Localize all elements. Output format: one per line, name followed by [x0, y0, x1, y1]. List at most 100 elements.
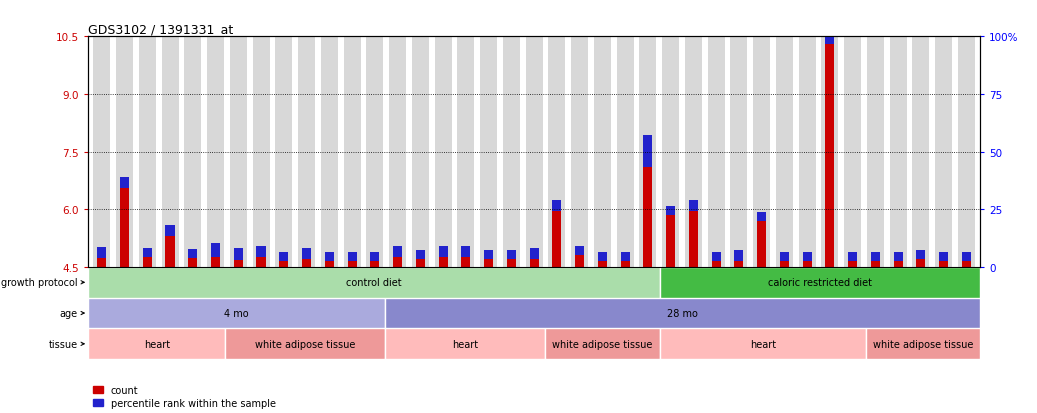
Bar	[684, 37, 702, 267]
Bar	[803, 261, 812, 267]
Bar	[97, 259, 107, 267]
Bar	[162, 37, 178, 267]
Bar	[780, 252, 789, 261]
Bar	[553, 211, 561, 267]
Bar	[302, 260, 311, 267]
Bar	[189, 249, 197, 259]
Bar	[370, 252, 380, 261]
Bar	[711, 252, 721, 261]
Text: heart: heart	[144, 339, 170, 349]
Bar	[660, 267, 980, 298]
Bar	[256, 258, 265, 267]
Bar	[757, 212, 766, 221]
Bar	[211, 258, 220, 267]
Bar	[917, 250, 925, 260]
Bar	[166, 225, 174, 237]
Bar	[189, 259, 197, 267]
Bar	[185, 37, 201, 267]
Bar	[776, 37, 793, 267]
Bar	[256, 246, 265, 258]
Bar	[225, 329, 386, 359]
Bar	[940, 252, 948, 261]
Bar	[961, 252, 971, 261]
Bar	[347, 261, 357, 267]
Bar	[320, 37, 338, 267]
Bar	[890, 37, 906, 267]
Bar	[961, 261, 971, 267]
Bar	[620, 261, 629, 267]
Bar	[821, 37, 838, 267]
Bar	[913, 37, 929, 267]
Bar	[139, 37, 156, 267]
Bar	[275, 37, 292, 267]
Bar	[571, 37, 588, 267]
Bar	[439, 258, 448, 267]
Bar	[594, 37, 611, 267]
Bar	[507, 250, 515, 260]
Bar	[894, 261, 902, 267]
Bar	[894, 252, 902, 261]
Bar	[549, 37, 565, 267]
Bar	[574, 247, 584, 256]
Bar	[211, 244, 220, 258]
Bar	[643, 135, 652, 168]
Bar	[867, 37, 884, 267]
Bar	[143, 249, 151, 258]
Text: white adipose tissue: white adipose tissue	[553, 339, 653, 349]
Bar	[386, 329, 545, 359]
Bar	[457, 37, 474, 267]
Bar	[484, 260, 494, 267]
Bar	[639, 37, 656, 267]
Bar	[597, 252, 607, 261]
Bar	[325, 252, 334, 261]
Bar	[88, 298, 386, 329]
Bar	[530, 248, 538, 260]
Bar	[707, 37, 725, 267]
Bar	[143, 258, 151, 267]
Bar	[233, 260, 243, 267]
Bar	[848, 252, 858, 261]
Bar	[439, 246, 448, 258]
Bar	[958, 37, 975, 267]
Bar	[848, 261, 858, 267]
Bar	[803, 252, 812, 261]
Bar	[88, 329, 225, 359]
Bar	[545, 329, 660, 359]
Bar	[366, 37, 384, 267]
Bar	[689, 211, 698, 267]
Bar	[484, 250, 494, 260]
Bar	[298, 37, 315, 267]
Bar	[386, 298, 980, 329]
Text: control diet: control diet	[346, 278, 401, 287]
Text: heart: heart	[452, 339, 478, 349]
Text: 28 mo: 28 mo	[667, 308, 698, 318]
Bar	[935, 37, 952, 267]
Text: white adipose tissue: white adipose tissue	[872, 339, 973, 349]
Bar	[412, 37, 429, 267]
Text: growth protocol: growth protocol	[1, 278, 78, 287]
Bar	[866, 329, 980, 359]
Text: caloric restricted diet: caloric restricted diet	[767, 278, 872, 287]
Bar	[730, 37, 748, 267]
Bar	[503, 37, 520, 267]
Bar	[689, 200, 698, 211]
Bar	[753, 37, 770, 267]
Bar	[757, 221, 766, 267]
Bar	[597, 261, 607, 267]
Text: white adipose tissue: white adipose tissue	[255, 339, 356, 349]
Text: age: age	[59, 308, 78, 318]
Bar	[302, 248, 311, 260]
Bar	[279, 261, 288, 267]
Bar	[88, 267, 660, 298]
Bar	[120, 189, 129, 267]
Bar	[253, 37, 270, 267]
Bar	[461, 246, 471, 258]
Bar	[734, 261, 744, 267]
Bar	[526, 37, 542, 267]
Bar	[666, 206, 675, 216]
Bar	[393, 246, 402, 258]
Bar	[553, 200, 561, 211]
Bar	[871, 252, 879, 261]
Bar	[233, 249, 243, 260]
Bar	[844, 37, 861, 267]
